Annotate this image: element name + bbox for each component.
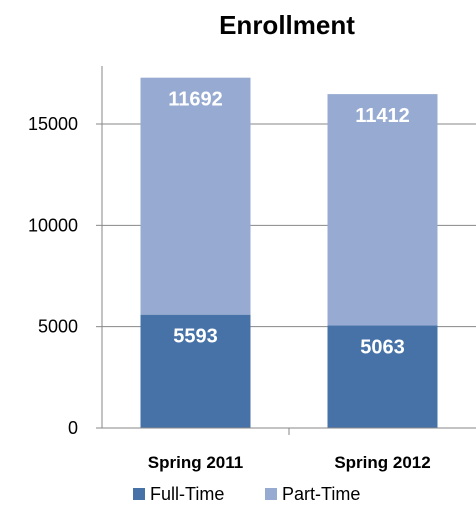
data-label-part-time-1: 11692 bbox=[168, 89, 223, 111]
axes: 0 5000 10000 15000 Spring 2011 Spring 2012 bbox=[28, 66, 476, 472]
legend-swatch-full-time bbox=[133, 488, 145, 500]
x-category-label-2: Spring 2012 bbox=[334, 453, 430, 472]
bar-part-time-1 bbox=[140, 77, 251, 315]
legend-label-full-time: Full-Time bbox=[150, 484, 224, 504]
data-label-full-time-1: 5593 bbox=[173, 326, 218, 348]
y-tick-label-15000: 15000 bbox=[28, 114, 78, 134]
bar-part-time-2 bbox=[327, 94, 438, 326]
y-tick-label-10000: 10000 bbox=[28, 215, 78, 235]
data-label-part-time-2: 11412 bbox=[355, 105, 410, 127]
x-category-label-1: Spring 2011 bbox=[148, 453, 243, 472]
y-tick-label-0: 0 bbox=[68, 418, 78, 438]
chart-title: Enrollment bbox=[219, 10, 355, 40]
legend-label-part-time: Part-Time bbox=[282, 484, 360, 504]
data-label-full-time-2: 5063 bbox=[360, 336, 405, 358]
legend: Full-Time Part-Time bbox=[133, 484, 360, 504]
bar-full-time-2 bbox=[327, 325, 438, 428]
y-tick-label-5000: 5000 bbox=[38, 317, 78, 337]
data-labels: 5593 11692 5063 11412 bbox=[168, 89, 410, 359]
bars bbox=[140, 77, 438, 428]
legend-swatch-part-time bbox=[265, 488, 277, 500]
bar-full-time-1 bbox=[140, 314, 251, 428]
